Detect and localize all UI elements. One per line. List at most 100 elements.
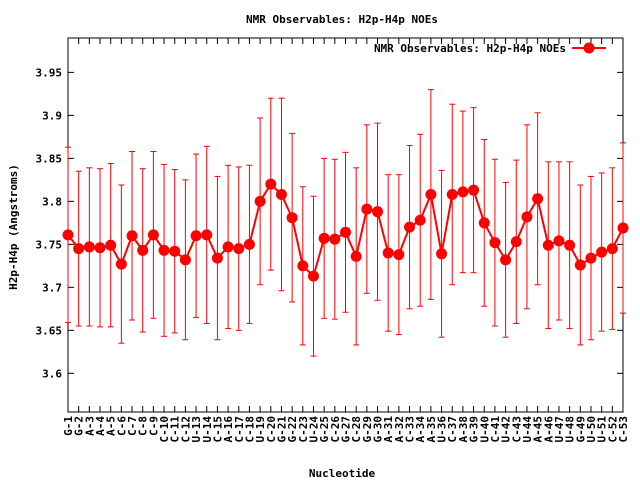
x-tick-label: U-13 xyxy=(190,416,203,443)
x-tick-label: C-26 xyxy=(329,416,342,443)
x-tick-label: A-35 xyxy=(425,416,438,443)
data-point xyxy=(510,236,522,248)
x-axis: G-1G-2A-3A-4A-5C-6C-7C-8C-9C-10C-11C-12U… xyxy=(62,38,630,443)
data-point xyxy=(254,195,266,207)
data-point xyxy=(329,233,341,245)
x-tick-label: A-46 xyxy=(542,416,555,443)
x-tick-label: C-8 xyxy=(137,416,150,436)
x-tick-label: C-7 xyxy=(126,416,139,436)
x-axis-label: Nucleotide xyxy=(309,467,376,480)
data-point xyxy=(318,232,330,244)
x-tick-label: U-40 xyxy=(478,416,491,443)
series-layer xyxy=(62,178,629,282)
x-tick-label: C-12 xyxy=(179,416,192,443)
x-tick-label: U-48 xyxy=(564,416,577,443)
chart-title: NMR Observables: H2p-H4p NOEs xyxy=(246,13,438,26)
x-tick-label: C-33 xyxy=(404,416,417,443)
x-tick-label: U-19 xyxy=(254,416,267,443)
y-axis: 3.6 3.65 3.7 3.75 3.8 3.85 3.9 3.95 xyxy=(36,66,623,380)
x-tick-label: U-50 xyxy=(585,416,598,443)
data-point xyxy=(446,188,458,200)
x-tick-label: C-28 xyxy=(350,416,363,443)
x-tick-label: C-20 xyxy=(265,416,278,443)
data-point xyxy=(190,230,202,242)
data-point xyxy=(425,188,437,200)
data-point xyxy=(372,206,384,218)
y-tick-label: 3.95 xyxy=(36,66,63,79)
data-point xyxy=(596,246,608,258)
data-point xyxy=(500,254,512,266)
x-tick-label: G-39 xyxy=(468,416,481,443)
x-tick-label: A-34 xyxy=(414,416,427,443)
x-tick-label: U-44 xyxy=(521,416,534,443)
y-tick-label: 3.85 xyxy=(36,152,63,165)
x-tick-label: A-45 xyxy=(532,416,545,443)
data-point xyxy=(126,230,138,242)
data-point xyxy=(532,193,544,205)
x-tick-label: A-38 xyxy=(457,416,470,443)
data-point xyxy=(414,214,426,226)
data-point xyxy=(574,259,586,271)
x-tick-label: C-53 xyxy=(617,416,630,443)
y-tick-label: 3.75 xyxy=(36,238,63,251)
x-tick-label: G-49 xyxy=(574,416,587,443)
data-point xyxy=(275,188,287,200)
x-tick-label: G-29 xyxy=(361,416,374,443)
x-tick-label: A-16 xyxy=(222,416,235,443)
data-point xyxy=(542,239,554,251)
data-point xyxy=(243,238,255,250)
legend-label: NMR Observables: H2p-H4p NOEs xyxy=(374,42,566,55)
y-tick-label: 3.8 xyxy=(42,195,62,208)
x-tick-label: C-6 xyxy=(115,416,128,436)
y-tick-label: 3.6 xyxy=(42,367,62,380)
x-tick-label: G-25 xyxy=(318,416,331,443)
data-point xyxy=(521,211,533,223)
data-point xyxy=(265,178,277,190)
data-point xyxy=(137,244,149,256)
data-point xyxy=(115,258,127,270)
x-tick-label: U-24 xyxy=(307,416,320,443)
data-point xyxy=(94,242,106,254)
data-point xyxy=(393,249,405,261)
x-tick-label: G-27 xyxy=(340,416,353,443)
data-point xyxy=(83,241,95,253)
data-point xyxy=(404,221,416,233)
x-tick-label: G-22 xyxy=(286,416,299,443)
legend-marker xyxy=(583,42,595,54)
data-point xyxy=(62,229,74,241)
x-tick-label: C-17 xyxy=(233,416,246,443)
y-axis-label: H2p-H4p (Angstroms) xyxy=(7,164,20,290)
data-point xyxy=(201,229,213,241)
data-point xyxy=(436,248,448,260)
data-point xyxy=(564,239,576,251)
data-point xyxy=(478,217,490,229)
data-point xyxy=(73,243,85,255)
data-point xyxy=(158,244,170,256)
y-tick-label: 3.7 xyxy=(42,281,62,294)
data-point xyxy=(179,254,191,266)
x-tick-label: C-11 xyxy=(169,416,182,443)
x-tick-label: C-43 xyxy=(510,416,523,443)
data-point xyxy=(169,245,181,257)
x-tick-label: C-52 xyxy=(606,416,619,443)
y-tick-label: 3.65 xyxy=(36,324,63,337)
x-tick-label: A-32 xyxy=(393,416,406,443)
data-point xyxy=(361,203,373,215)
data-point xyxy=(233,243,245,255)
x-tick-label: C-10 xyxy=(158,416,171,443)
data-point xyxy=(286,212,298,224)
data-point xyxy=(340,226,351,238)
x-tick-label: C-15 xyxy=(211,416,224,443)
data-point xyxy=(297,260,309,272)
x-tick-label: U-42 xyxy=(500,416,513,443)
data-point xyxy=(222,241,234,253)
x-tick-label: U-14 xyxy=(201,416,214,443)
y-tick-label: 3.9 xyxy=(42,109,62,122)
data-point xyxy=(105,239,117,251)
x-tick-label: U-47 xyxy=(553,416,566,443)
data-point xyxy=(307,270,319,282)
x-tick-label: A-4 xyxy=(94,416,107,436)
data-point xyxy=(468,184,480,196)
data-point xyxy=(350,250,362,262)
